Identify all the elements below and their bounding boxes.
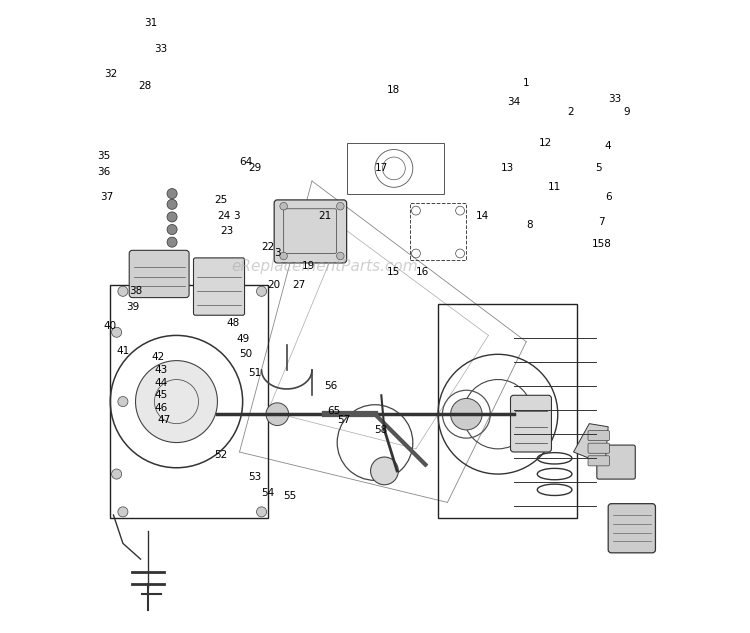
Circle shape — [118, 507, 128, 517]
Text: 20: 20 — [268, 280, 280, 290]
FancyBboxPatch shape — [274, 200, 346, 263]
Text: 158: 158 — [592, 239, 612, 249]
Text: 55: 55 — [284, 491, 296, 501]
Text: 29: 29 — [249, 163, 262, 173]
Text: 2: 2 — [567, 107, 574, 116]
Text: 53: 53 — [249, 472, 262, 482]
Text: 38: 38 — [129, 286, 142, 296]
Circle shape — [451, 398, 482, 430]
Text: 64: 64 — [239, 157, 253, 167]
Text: 9: 9 — [624, 107, 631, 116]
Text: 12: 12 — [538, 138, 552, 148]
Text: 11: 11 — [548, 182, 561, 192]
Circle shape — [256, 286, 266, 296]
Text: 23: 23 — [220, 227, 233, 236]
Text: 28: 28 — [138, 82, 152, 92]
Text: 22: 22 — [261, 242, 274, 252]
Circle shape — [112, 327, 122, 337]
Text: 34: 34 — [507, 97, 520, 107]
Text: 49: 49 — [236, 334, 249, 344]
Text: 16: 16 — [416, 267, 429, 277]
Text: 25: 25 — [214, 195, 227, 205]
FancyBboxPatch shape — [608, 504, 656, 553]
Text: eReplacementParts.com: eReplacementParts.com — [231, 259, 418, 273]
Text: 43: 43 — [154, 365, 167, 375]
Text: 36: 36 — [98, 166, 111, 177]
Circle shape — [337, 252, 344, 260]
Text: 15: 15 — [387, 267, 400, 277]
Text: 17: 17 — [375, 163, 388, 173]
Text: 19: 19 — [302, 261, 316, 271]
Text: 3: 3 — [274, 249, 280, 258]
Text: 33: 33 — [154, 44, 167, 54]
Text: 31: 31 — [145, 18, 158, 28]
Text: 6: 6 — [604, 192, 611, 202]
Text: 27: 27 — [292, 280, 306, 290]
Text: 24: 24 — [217, 211, 230, 221]
Circle shape — [118, 286, 128, 296]
Text: 33: 33 — [608, 94, 621, 104]
Circle shape — [370, 457, 398, 485]
Text: 7: 7 — [598, 217, 605, 227]
Text: 42: 42 — [151, 353, 164, 363]
Text: 39: 39 — [126, 302, 139, 312]
Text: 47: 47 — [158, 415, 170, 425]
FancyBboxPatch shape — [588, 456, 610, 466]
Text: 21: 21 — [318, 211, 332, 221]
Text: 57: 57 — [337, 415, 350, 425]
Text: 14: 14 — [476, 211, 489, 221]
FancyBboxPatch shape — [194, 258, 244, 315]
FancyBboxPatch shape — [597, 445, 635, 479]
Text: 54: 54 — [261, 488, 274, 498]
Circle shape — [167, 189, 177, 199]
Circle shape — [280, 203, 287, 210]
FancyBboxPatch shape — [588, 430, 610, 441]
Text: 1: 1 — [523, 78, 530, 89]
Text: 35: 35 — [98, 151, 111, 161]
Text: 52: 52 — [214, 450, 227, 460]
Text: 37: 37 — [100, 192, 114, 202]
Text: 50: 50 — [239, 349, 252, 360]
Text: 56: 56 — [324, 381, 338, 391]
Text: 3: 3 — [233, 211, 240, 221]
Circle shape — [280, 252, 287, 260]
FancyBboxPatch shape — [511, 395, 551, 452]
Circle shape — [337, 203, 344, 210]
Text: 48: 48 — [226, 318, 240, 328]
Circle shape — [136, 361, 218, 442]
FancyBboxPatch shape — [129, 250, 189, 298]
Text: 65: 65 — [328, 406, 340, 416]
Circle shape — [167, 237, 177, 247]
Text: 45: 45 — [154, 391, 167, 400]
Circle shape — [167, 212, 177, 222]
Text: 5: 5 — [596, 163, 602, 173]
Text: 18: 18 — [387, 85, 400, 94]
Circle shape — [266, 403, 289, 425]
Text: 41: 41 — [116, 346, 130, 356]
Circle shape — [167, 199, 177, 210]
Text: 13: 13 — [501, 163, 514, 173]
FancyBboxPatch shape — [588, 443, 610, 453]
Circle shape — [256, 507, 266, 517]
Polygon shape — [574, 423, 608, 465]
Text: 40: 40 — [104, 321, 117, 331]
Text: 51: 51 — [249, 368, 262, 379]
Circle shape — [112, 469, 122, 479]
Text: 8: 8 — [526, 220, 532, 230]
Text: 46: 46 — [154, 403, 167, 413]
Text: 44: 44 — [154, 378, 167, 387]
Circle shape — [167, 225, 177, 235]
Text: 58: 58 — [375, 425, 388, 435]
Circle shape — [118, 396, 128, 406]
Text: 4: 4 — [604, 141, 611, 151]
Text: 32: 32 — [104, 69, 117, 79]
